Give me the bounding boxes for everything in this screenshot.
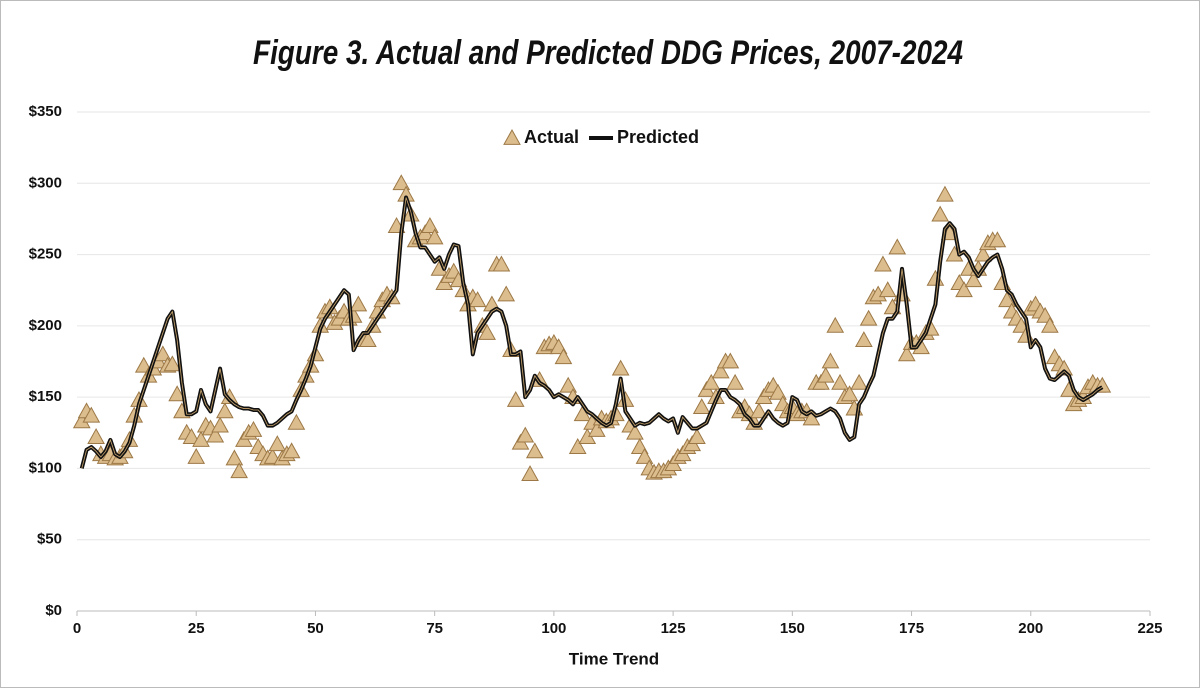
y-tick-label: $250 (29, 246, 62, 263)
y-tick-label: $350 (29, 103, 62, 120)
actual-point (349, 295, 368, 312)
actual-point (359, 331, 377, 348)
actual-point (187, 447, 206, 464)
legend-label: Actual (524, 127, 579, 147)
x-tick-label: 150 (780, 620, 805, 637)
actual-point (964, 271, 983, 288)
y-tick-label: $300 (29, 174, 62, 191)
x-tick-label: 0 (73, 620, 81, 637)
actual-point (554, 348, 573, 365)
actual-point (721, 352, 740, 369)
actual-point (230, 462, 248, 479)
actual-point (478, 323, 496, 340)
actual-point (421, 217, 439, 233)
actual-point (573, 405, 592, 422)
actual-point (850, 373, 868, 390)
actual-point (611, 359, 630, 376)
actual-point (559, 376, 578, 393)
actual-point (192, 430, 210, 447)
actual-point (163, 355, 182, 372)
actual-point (821, 352, 840, 369)
actual-point (215, 402, 234, 419)
actual-point (525, 442, 544, 459)
actual-point (859, 309, 878, 326)
actual-point (425, 228, 444, 245)
actual-point (244, 420, 263, 437)
y-tick-label: $0 (45, 602, 62, 619)
actual-point (936, 185, 954, 202)
actual-point (1055, 359, 1074, 376)
actual-point (225, 449, 244, 466)
actual-point (182, 428, 201, 444)
actual-point (816, 366, 835, 383)
actual-point (492, 255, 511, 272)
actual-point (840, 385, 859, 402)
actual-point (831, 373, 849, 390)
y-tick-label: $50 (37, 531, 62, 548)
legend-label: Predicted (617, 127, 699, 147)
actual-point (769, 383, 787, 400)
actual-point (516, 426, 535, 443)
predicted-line-core (81, 197, 1103, 469)
x-tick-label: 175 (899, 620, 924, 637)
actual-point (268, 435, 287, 452)
actual-point (702, 373, 721, 390)
x-tick-label: 125 (661, 620, 686, 637)
y-tick-label: $150 (29, 388, 62, 405)
actual-point (635, 447, 654, 464)
legend-symbol (503, 128, 521, 145)
y-tick-label: $200 (29, 317, 62, 334)
actual-point (826, 316, 845, 333)
actual-point (1041, 316, 1059, 333)
actual-point (988, 231, 1007, 248)
actual-point (568, 438, 587, 454)
x-tick-label: 50 (307, 620, 324, 637)
x-tick-label: 200 (1018, 620, 1043, 637)
actual-point (587, 420, 606, 437)
actual-point (974, 245, 992, 262)
x-tick-label: 25 (188, 620, 205, 637)
actual-point (726, 373, 744, 390)
actual-point (282, 442, 301, 459)
x-axis-title: Time Trend (569, 649, 659, 668)
actual-point (206, 426, 225, 443)
actual-point (931, 205, 950, 222)
actual-point (855, 331, 873, 348)
actual-point (87, 428, 105, 444)
actual-point (692, 398, 711, 415)
actual-point (82, 406, 101, 423)
actual-point (287, 413, 306, 430)
x-tick-label: 75 (426, 620, 443, 637)
actual-point (998, 291, 1016, 308)
actual-point (750, 402, 768, 419)
actual-point (802, 409, 821, 426)
actual-point (211, 416, 229, 433)
actual-point (878, 281, 897, 298)
actual-point (897, 345, 916, 362)
actual-point (955, 281, 973, 298)
actual-point (468, 291, 487, 308)
actual-point (497, 285, 516, 302)
actual-point (521, 465, 539, 482)
actual-point (874, 255, 892, 272)
actual-point (626, 423, 644, 440)
chart-title: Figure 3. Actual and Predicted DDG Price… (253, 33, 963, 71)
actual-point (711, 362, 730, 379)
actual-point (888, 238, 907, 255)
x-tick-label: 100 (541, 620, 566, 637)
actual-point (392, 174, 411, 191)
actual-point (168, 385, 186, 402)
x-tick-label: 225 (1137, 620, 1162, 637)
y-tick-label: $100 (29, 459, 62, 476)
actual-point (688, 428, 706, 444)
actual-point (506, 390, 525, 407)
actual-point (153, 345, 172, 362)
